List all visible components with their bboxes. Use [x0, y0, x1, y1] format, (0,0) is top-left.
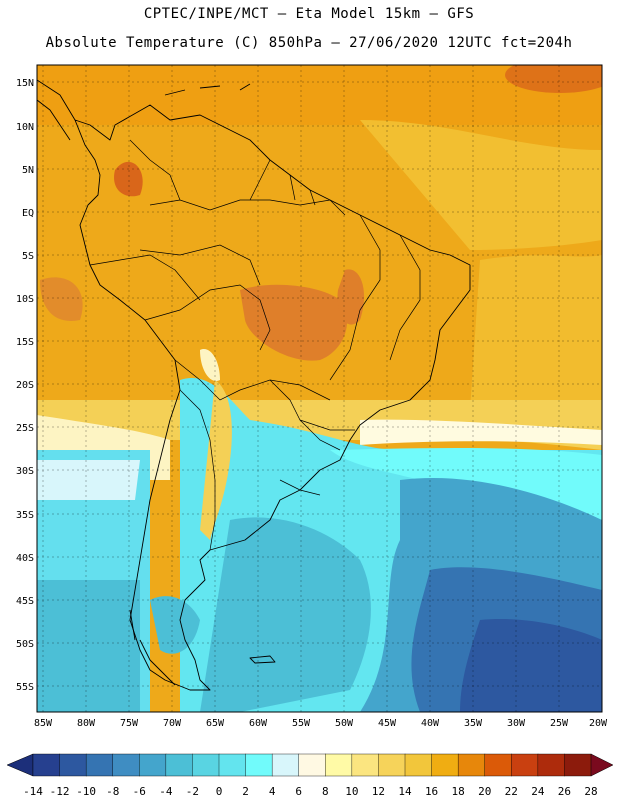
colorbar-swatch	[351, 753, 379, 777]
lat-label: 45S	[16, 596, 34, 607]
map-frame	[36, 64, 603, 713]
lat-label: EQ	[22, 208, 34, 219]
colorbar-label: -4	[159, 785, 173, 798]
lat-label: 25S	[16, 423, 34, 434]
colorbar-label: -2	[186, 785, 199, 798]
lat-label: 10N	[16, 122, 34, 133]
map-subtitle: Absolute Temperature (C) 850hPa – 27/06/…	[45, 35, 573, 51]
colorbar-swatch	[431, 753, 459, 777]
colorbar-label: 24	[531, 785, 545, 798]
colorbar-label: 2	[242, 785, 249, 798]
lon-label: 20W	[589, 718, 608, 729]
lat-label: 15S	[16, 337, 34, 348]
lon-label: 55W	[292, 718, 311, 729]
colorbar-label: -8	[106, 785, 119, 798]
caribbean-islands	[164, 83, 251, 96]
colorbar-label: 16	[425, 785, 438, 798]
lon-label: 70W	[163, 718, 182, 729]
lon-label: 50W	[335, 718, 354, 729]
colorbar-label: 20	[478, 785, 491, 798]
colorbar-swatch	[484, 753, 512, 777]
lon-label: 25W	[550, 718, 569, 729]
colorbar-label: 26	[558, 785, 571, 798]
colorbar: -14 -12 -10 -8 -6 -4 -2 0 2 4 6 8 10 12 14 16 18 20 22 24 26…	[6, 753, 614, 798]
colorbar-swatch	[218, 753, 247, 777]
colorbar-swatch	[139, 753, 167, 777]
colorbar-swatch	[165, 753, 193, 777]
colorbar-label: 14	[398, 785, 412, 798]
colorbar-label: 4	[269, 785, 276, 798]
lat-label: 5S	[22, 251, 34, 262]
lat-label: 20S	[16, 380, 34, 391]
colorbar-swatch	[457, 753, 486, 777]
colorbar-label: 0	[216, 785, 223, 798]
colorbar-swatch	[85, 753, 114, 777]
map-title: CPTEC/INPE/MCT – Eta Model 15km – GFS	[143, 6, 475, 22]
colorbar-swatch	[59, 753, 87, 777]
colorbar-label: 8	[322, 785, 329, 798]
colorbar-swatch	[271, 753, 300, 777]
lon-label: 35W	[464, 718, 483, 729]
colorbar-label: -6	[133, 785, 146, 798]
lon-label: 60W	[249, 718, 268, 729]
colorbar-label: -12	[50, 785, 70, 798]
lat-label: 55S	[16, 682, 34, 693]
colorbar-label: 18	[452, 785, 465, 798]
lat-label: 5N	[22, 165, 34, 176]
lon-label: 40W	[421, 718, 440, 729]
colorbar-swatch	[511, 753, 539, 777]
falkland-islands	[249, 655, 276, 664]
colorbar-label: 28	[584, 785, 597, 798]
lat-label: 35S	[16, 510, 34, 521]
longitude-axis: 85W 80W 75W 70W 65W 60W 55W 50W 45W 40W …	[34, 718, 608, 729]
colorbar-swatch	[298, 753, 326, 777]
country-borders	[89, 139, 421, 551]
colorbar-label: 6	[295, 785, 302, 798]
lat-label: 10S	[16, 294, 34, 305]
lon-label: 30W	[507, 718, 526, 729]
colorbar-right-arrow	[590, 753, 614, 777]
colorbar-label: 12	[372, 785, 385, 798]
latitude-axis: 15N 10N 5N EQ 5S 10S 15S 20S 25S 30S 35S…	[16, 78, 34, 693]
lon-label: 45W	[378, 718, 397, 729]
coastlines	[37, 79, 471, 691]
colorbar-left-arrow	[6, 753, 34, 777]
south-america-coastline	[74, 104, 471, 691]
colorbar-label: 22	[505, 785, 518, 798]
colorbar-swatch	[537, 753, 565, 777]
central-america-coastline	[37, 79, 76, 141]
lat-label: 30S	[16, 466, 34, 477]
colorbar-label: -14	[23, 785, 43, 798]
graticule	[37, 65, 602, 712]
lon-label: 65W	[206, 718, 225, 729]
colorbar-swatch	[112, 753, 140, 777]
colorbar-swatch	[192, 753, 220, 777]
patagonia-islands	[129, 609, 176, 686]
lon-label: 75W	[120, 718, 139, 729]
lon-label: 85W	[34, 718, 53, 729]
colorbar-swatch	[404, 753, 433, 777]
temperature-field	[37, 65, 602, 712]
colorbar-swatch	[32, 753, 61, 777]
colorbar-swatch	[564, 753, 592, 777]
colorbar-swatch	[378, 753, 406, 777]
colorbar-label: -10	[76, 785, 96, 798]
lon-label: 80W	[77, 718, 96, 729]
lat-label: 15N	[16, 78, 34, 89]
colorbar-swatch	[245, 753, 273, 777]
colorbar-swatch	[325, 753, 353, 777]
colorbar-label: 10	[345, 785, 358, 798]
lat-label: 40S	[16, 553, 34, 564]
lat-label: 50S	[16, 639, 34, 650]
